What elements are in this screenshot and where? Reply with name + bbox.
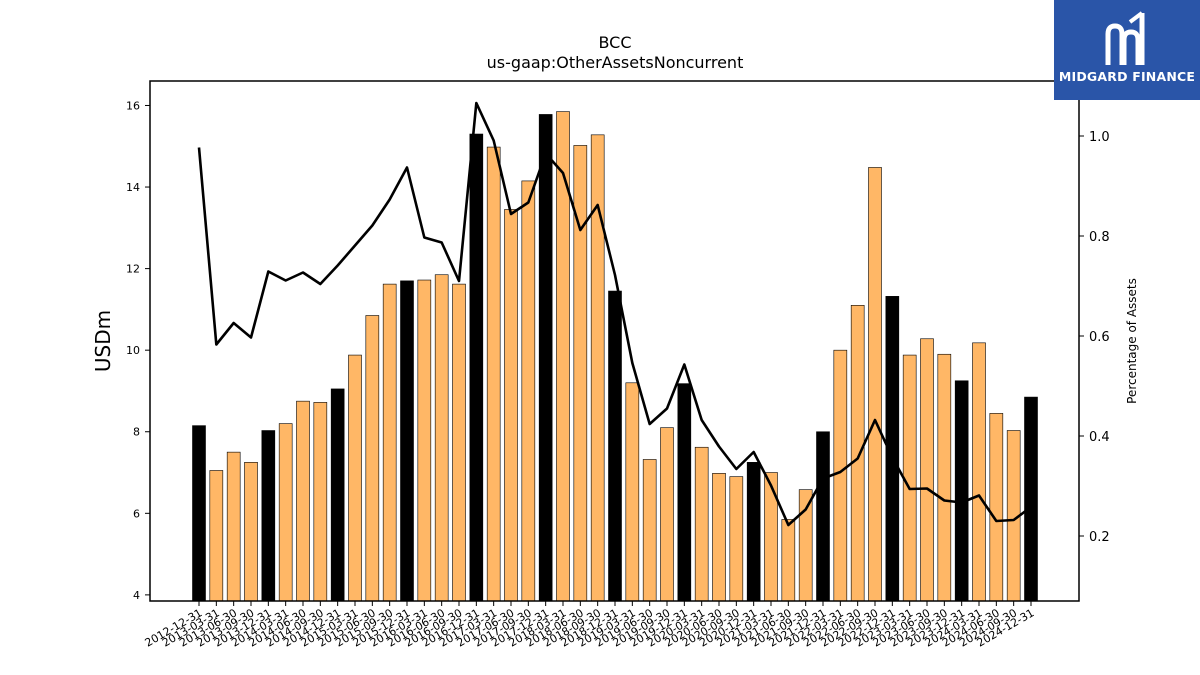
bar-group	[192, 111, 1038, 602]
bar	[434, 274, 449, 602]
bar	[954, 380, 969, 602]
bar	[625, 382, 640, 602]
bar	[538, 114, 553, 602]
y-tick-label: 4	[133, 589, 140, 602]
logo-text: MIDGARD FINANCE	[1058, 69, 1196, 84]
bar	[798, 489, 813, 602]
bar	[920, 338, 934, 602]
bar	[608, 290, 622, 602]
y2-tick-label: 0.8	[1089, 230, 1110, 245]
chart-subtitle: us-gaap:OtherAssetsNoncurrent	[487, 53, 744, 72]
bar	[660, 427, 674, 602]
y-tick-label: 12	[126, 263, 140, 276]
y2-tick-label: 0.4	[1089, 430, 1110, 445]
bar	[296, 400, 310, 602]
bar	[868, 167, 882, 602]
bar	[504, 209, 518, 602]
y-tick-label: 10	[126, 344, 140, 357]
bar	[521, 180, 536, 602]
bar	[781, 519, 796, 602]
y-tick-label: 16	[126, 99, 140, 112]
bar	[902, 354, 917, 602]
bar	[348, 354, 362, 602]
y2-tick-label: 1.0	[1089, 130, 1110, 145]
bar	[209, 470, 224, 602]
bar	[712, 473, 726, 602]
bar	[764, 472, 778, 602]
y-tick-label: 14	[126, 181, 140, 194]
bar	[365, 315, 380, 602]
y2-axis-label: Percentage of Assets	[1125, 278, 1139, 404]
bar	[417, 279, 432, 602]
y-axis-label: USDm	[91, 310, 115, 372]
bar	[989, 413, 1004, 602]
bar	[833, 349, 848, 602]
brand-logo: MIDGARD FINANCE	[1054, 0, 1200, 100]
bar	[226, 451, 241, 602]
series-line	[197, 101, 1032, 527]
bar	[642, 459, 657, 602]
y2-tick-label: 0.2	[1089, 530, 1110, 545]
bar	[382, 283, 397, 602]
bar	[850, 305, 865, 602]
bar	[261, 430, 276, 602]
bar	[192, 425, 206, 602]
bar	[694, 446, 709, 602]
y2-axis: 0.2 0.4 0.6 0.8 1.0	[1079, 130, 1110, 545]
bar	[486, 146, 501, 602]
y-tick-label: 6	[133, 507, 140, 520]
line-group	[197, 101, 1032, 527]
midgard-logo-icon	[1105, 11, 1145, 65]
bar	[746, 462, 761, 602]
x-axis: 2012-12-312013-03-312013-06-302013-09-30…	[143, 601, 1037, 650]
bar	[330, 388, 345, 602]
bar	[452, 283, 466, 602]
y2-tick-label: 0.6	[1089, 330, 1110, 345]
bar	[729, 476, 744, 602]
bar	[278, 423, 293, 602]
bar	[1024, 396, 1038, 602]
chart-title: BCC	[598, 33, 631, 52]
bar	[816, 431, 830, 602]
bar	[937, 353, 952, 602]
bar	[972, 342, 986, 602]
bar	[400, 280, 414, 602]
y-axis: 4 6 8 10 12 14 16	[126, 99, 150, 602]
y-tick-label: 8	[133, 426, 140, 439]
bar	[677, 383, 692, 602]
bar	[313, 402, 328, 602]
bar	[244, 462, 258, 602]
bar	[469, 133, 484, 602]
